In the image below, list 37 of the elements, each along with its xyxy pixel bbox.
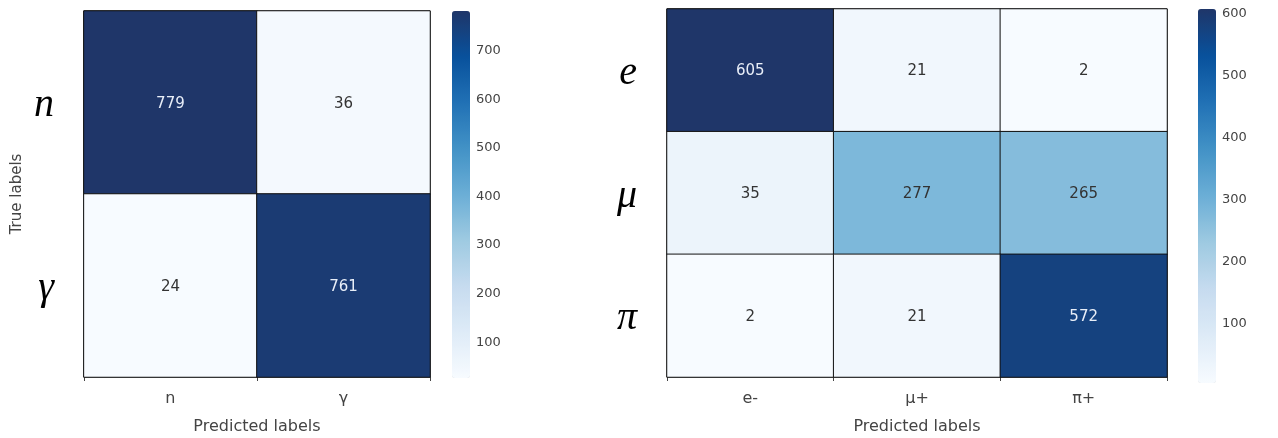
data-label: 21 xyxy=(907,61,927,80)
x-axis-title: Predicted labels xyxy=(853,415,981,435)
data-label: 21 xyxy=(907,306,927,325)
data-label: 605 xyxy=(736,61,765,80)
data-label: 265 xyxy=(1069,184,1098,202)
x-axis-title: Predicted labels xyxy=(193,415,321,435)
color-bar-label: 600 xyxy=(476,90,501,106)
color-bar-label: 400 xyxy=(1222,128,1247,144)
data-label: 35 xyxy=(740,184,760,202)
data-label: 761 xyxy=(329,276,358,295)
color-bar-label: 100 xyxy=(1222,314,1247,330)
y-tick-label: π xyxy=(616,293,638,339)
color-bar-label: 400 xyxy=(476,187,501,203)
x-tick-label: e- xyxy=(742,387,759,407)
x-tick-label: γ xyxy=(338,387,349,407)
color-bar-label: 700 xyxy=(476,41,501,57)
x-tick-label: μ+ xyxy=(905,387,929,407)
data-label: 36 xyxy=(333,93,354,112)
color-bar-label: 300 xyxy=(476,236,501,252)
data-label: 2 xyxy=(745,306,756,325)
data-label: 277 xyxy=(902,184,932,202)
color-bar-label: 500 xyxy=(1222,66,1247,82)
color-bar-label: 500 xyxy=(476,139,501,155)
color-bar-label: 100 xyxy=(476,333,501,349)
y-axis-title: True labels xyxy=(6,153,25,236)
color-bar-label: 300 xyxy=(1222,190,1247,206)
color-bar-label: 600 xyxy=(1222,4,1247,20)
data-label: 572 xyxy=(1069,306,1098,325)
data-label: 779 xyxy=(156,93,185,112)
y-tick-label: μ xyxy=(615,170,637,216)
data-label: 24 xyxy=(160,276,180,295)
color-bar-label: 200 xyxy=(476,284,501,300)
data-label: 2 xyxy=(1078,61,1089,80)
color-bar-label: 200 xyxy=(1222,252,1247,268)
y-tick-label: e xyxy=(619,47,637,93)
x-tick-label: n xyxy=(165,387,176,407)
x-tick-label: π+ xyxy=(1072,387,1096,407)
